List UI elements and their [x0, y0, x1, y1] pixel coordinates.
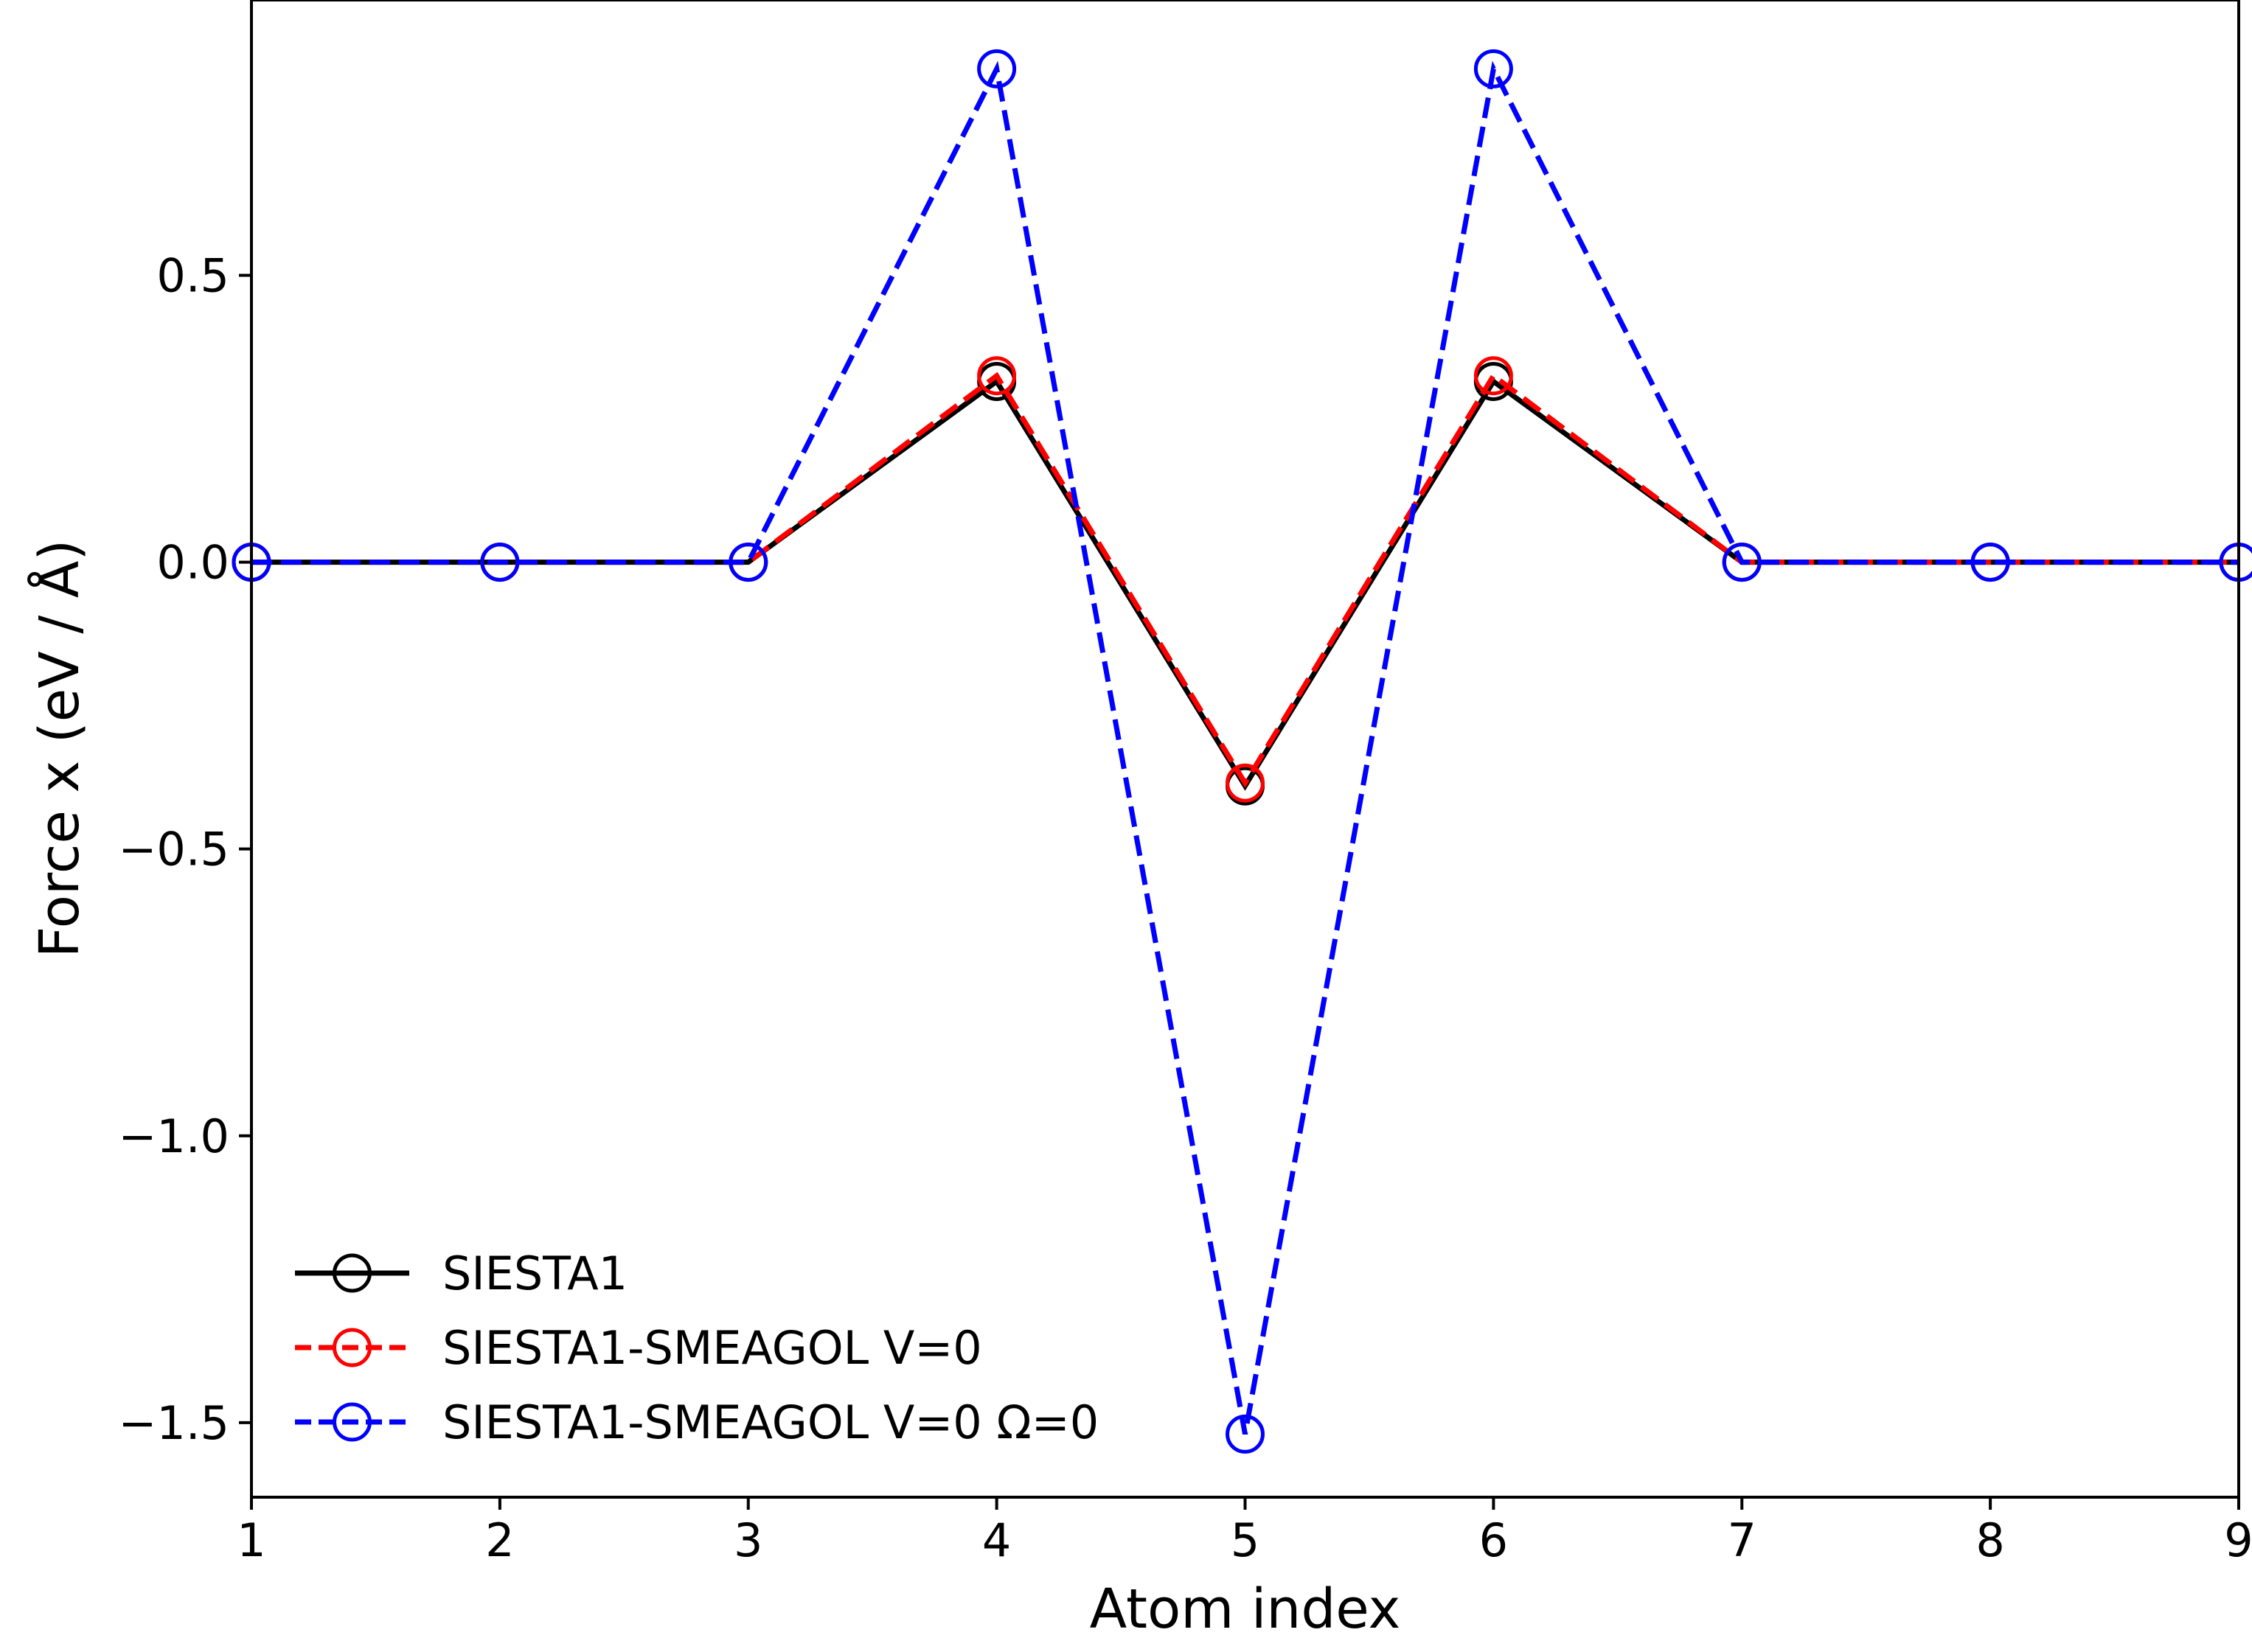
data-point	[1722, 543, 1762, 582]
legend: SIESTA1 SIESTA1-SMEAGOL V=0 SIESTA1-SMEAGO…	[295, 1247, 1099, 1449]
legend-entry: SIESTA1-SMEAGOL V=0 Ω=0	[295, 1395, 1099, 1449]
data-point	[1226, 763, 1265, 803]
x-tick-label: 7	[1728, 1513, 1756, 1567]
data-point	[729, 543, 768, 582]
y-tick-label: −0.5	[118, 823, 229, 876]
x-tick-label: 4	[982, 1513, 1011, 1567]
series-2	[232, 356, 2252, 803]
x-tick-label: 8	[1975, 1513, 2004, 1567]
y-tick-label: −1.5	[118, 1396, 229, 1450]
data-point	[1970, 543, 2010, 582]
x-tick-label: 2	[485, 1513, 514, 1567]
y-tick-label: 0.5	[156, 249, 229, 303]
x-axis-label: Atom index	[1090, 1578, 1401, 1641]
x-tick-label: 1	[237, 1513, 265, 1567]
series-line	[251, 377, 2239, 791]
legend-entry: SIESTA1-SMEAGOL V=0	[295, 1321, 982, 1375]
x-tick-label: 9	[2224, 1513, 2252, 1567]
data-point	[1473, 49, 1513, 88]
legend-marker	[333, 1402, 372, 1442]
legend-label: SIESTA1-SMEAGOL V=0 Ω=0	[442, 1395, 1099, 1449]
legend-marker	[333, 1328, 372, 1367]
legend-label: SIESTA1-SMEAGOL V=0	[442, 1321, 982, 1375]
series-1	[232, 361, 2252, 806]
legend-entry: SIESTA1	[295, 1247, 628, 1300]
x-tick-label: 5	[1231, 1513, 1259, 1567]
data-point	[480, 543, 520, 582]
y-tick-label: 0.0	[156, 536, 229, 590]
series-line	[251, 60, 2239, 1435]
x-tick-label: 3	[734, 1513, 762, 1567]
ticks-layer: 1 2 3 4 5 6 7 8 9 −1.5 −1.0 −0.5 0.0 0.5	[118, 249, 2252, 1567]
legend-marker	[333, 1253, 372, 1293]
series-layer	[232, 49, 2252, 1454]
legend-label: SIESTA1	[442, 1247, 628, 1300]
data-point	[1473, 356, 1513, 396]
data-point	[1226, 1414, 1265, 1454]
data-point	[977, 49, 1017, 88]
data-point	[977, 356, 1017, 396]
y-axis-label: Force x (eV / Å)	[27, 540, 91, 958]
x-tick-label: 6	[1479, 1513, 1508, 1567]
series-line	[251, 372, 2239, 788]
series-3	[232, 49, 2252, 1454]
y-tick-label: −1.0	[118, 1109, 229, 1163]
